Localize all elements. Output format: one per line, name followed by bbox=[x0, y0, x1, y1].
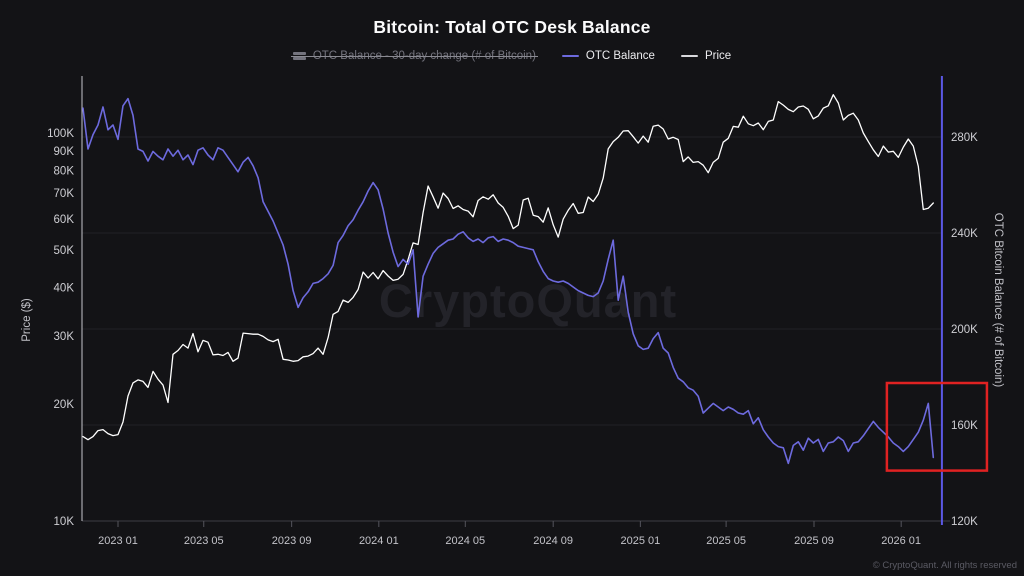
legend-label-price: Price bbox=[704, 50, 732, 62]
left-tick-label: 60K bbox=[54, 214, 75, 226]
right-tick-label: 280K bbox=[951, 132, 978, 144]
right-tick-label: 240K bbox=[951, 228, 978, 240]
x-tick-label: 2025 05 bbox=[706, 535, 746, 547]
copyright-text: © CryptoQuant. All rights reserved bbox=[872, 560, 1017, 571]
x-tick-label: 2025 09 bbox=[794, 535, 834, 547]
left-tick-label: 80K bbox=[54, 166, 75, 178]
left-tick-label: 30K bbox=[54, 331, 75, 343]
left-tick-label: 20K bbox=[54, 399, 75, 411]
bars-swatch-icon bbox=[292, 52, 306, 60]
watermark-text: CryptoQuant bbox=[379, 274, 677, 327]
x-tick-label: 2024 09 bbox=[533, 535, 573, 547]
legend-item-price[interactable]: Price bbox=[680, 50, 732, 62]
right-tick-label: 160K bbox=[951, 420, 978, 432]
left-axis-title: Price ($) bbox=[21, 298, 33, 342]
legend-label-otc-balance: OTC Balance bbox=[585, 50, 655, 62]
left-tick-label: 50K bbox=[54, 245, 75, 257]
right-axis-title: OTC Bitcoin Balance (# of Bitcoin) bbox=[992, 213, 1004, 388]
chart-legend: OTC Balance - 30-day change (# of Bitcoi… bbox=[0, 50, 1024, 62]
x-tick-label: 2026 01 bbox=[881, 535, 921, 547]
x-tick-label: 2024 01 bbox=[359, 535, 399, 547]
left-tick-label: 100K bbox=[47, 128, 74, 140]
x-tick-label: 2023 09 bbox=[272, 535, 312, 547]
price-line bbox=[82, 94, 934, 441]
left-tick-label: 40K bbox=[54, 282, 75, 294]
x-tick-label: 2023 01 bbox=[98, 535, 138, 547]
legend-item-otc-balance[interactable]: OTC Balance bbox=[561, 50, 655, 62]
left-tick-label: 10K bbox=[54, 516, 75, 528]
legend-item-otc-30d-change[interactable]: OTC Balance - 30-day change (# of Bitcoi… bbox=[290, 50, 539, 62]
chart-title: Bitcoin: Total OTC Desk Balance bbox=[373, 17, 651, 37]
line-swatch-icon bbox=[561, 55, 579, 57]
right-tick-label: 200K bbox=[951, 324, 978, 336]
x-tick-label: 2023 05 bbox=[184, 535, 224, 547]
left-tick-label: 70K bbox=[54, 188, 75, 200]
x-tick-label: 2025 01 bbox=[620, 535, 660, 547]
highlight-box bbox=[885, 381, 989, 472]
left-tick-label: 90K bbox=[54, 146, 75, 158]
x-tick-label: 2024 05 bbox=[445, 535, 485, 547]
otc-balance-line bbox=[82, 97, 935, 465]
right-tick-label: 120K bbox=[951, 516, 978, 528]
line-swatch-icon bbox=[680, 55, 698, 57]
